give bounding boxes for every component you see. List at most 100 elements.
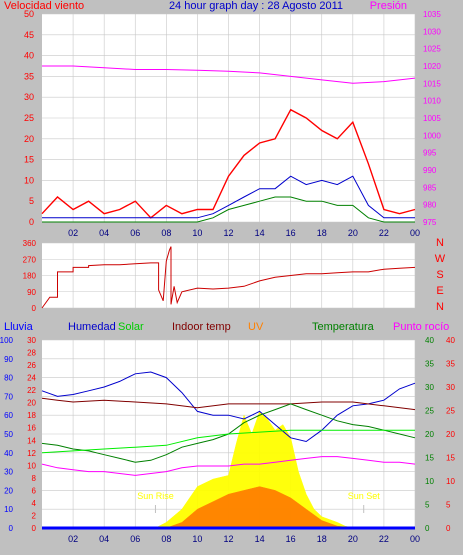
temperature-tick-label: 10 bbox=[425, 477, 434, 486]
solar-legend: Solar bbox=[118, 321, 144, 333]
rain-axis-title: Lluvia bbox=[4, 321, 34, 333]
temperature-tick-label: 40 bbox=[425, 336, 434, 345]
humidity-tick-label: 26 bbox=[27, 361, 36, 370]
x-tick-label: 04 bbox=[99, 228, 109, 238]
pressure-tick-label: 980 bbox=[423, 201, 437, 210]
solar_line-line bbox=[41, 429, 415, 454]
x-tick-label: 22 bbox=[379, 228, 389, 238]
rain-tick-label: 0 bbox=[9, 524, 14, 533]
humidity-tick-label: 8 bbox=[32, 474, 37, 483]
rain-tick-label: 10 bbox=[4, 505, 13, 514]
pressure-tick-label: 990 bbox=[423, 166, 437, 175]
direction-tick-label: 180 bbox=[23, 272, 37, 281]
humidity-axis-title: Humedad bbox=[68, 321, 116, 333]
rain-tick-label: 60 bbox=[4, 411, 13, 420]
x-tick-label: 18 bbox=[317, 534, 327, 544]
direction-tick-label: 90 bbox=[27, 288, 36, 297]
x-tick-label: 12 bbox=[223, 228, 233, 238]
dewpoint-tick-label: 30 bbox=[446, 383, 455, 392]
x-tick-label: 10 bbox=[192, 228, 202, 238]
wind-speed-tick-label: 0 bbox=[29, 217, 34, 227]
dewpoint-tick-label: 40 bbox=[446, 336, 455, 345]
temperature-series bbox=[41, 371, 416, 530]
indoor-legend: Indoor temp bbox=[172, 321, 231, 333]
humidity-tick-label: 0 bbox=[32, 524, 37, 533]
rain-tick-label: 40 bbox=[4, 449, 13, 458]
x-tick-label: 06 bbox=[130, 228, 140, 238]
pressure-tick-label: 1000 bbox=[423, 131, 441, 140]
dewpoint-tick-label: 0 bbox=[446, 524, 451, 533]
temperature-grid bbox=[42, 339, 416, 529]
x-tick-label: 08 bbox=[161, 534, 171, 544]
pressure-tick-label: 985 bbox=[423, 183, 437, 192]
wind-speed-tick-label: 30 bbox=[24, 92, 34, 102]
humidity-tick-label: 16 bbox=[27, 424, 36, 433]
wind-time-ticks: 02 04 06 08 10 12 14 16 18 20 22 00 bbox=[68, 228, 420, 238]
humidity-tick-label: 4 bbox=[32, 499, 37, 508]
pressure-tick-label: 1005 bbox=[423, 114, 441, 123]
pressure-ticks: 975 980 985 990 995 1000 1005 1010 1015 1020 1025 1… bbox=[423, 10, 441, 227]
x-tick-label: 20 bbox=[348, 228, 358, 238]
temperature-time-ticks: 02 04 06 08 10 12 14 16 18 20 22 00 bbox=[68, 534, 420, 544]
pressure-tick-label: 1035 bbox=[423, 10, 441, 19]
wind-line bbox=[41, 108, 416, 219]
temperature-tick-label: 0 bbox=[425, 524, 430, 533]
compass-label: N bbox=[436, 301, 444, 313]
temperature-axis-title: Temperatura bbox=[312, 321, 375, 333]
x-tick-label: 18 bbox=[317, 228, 327, 238]
sun-annotation-label: Sun Set bbox=[348, 491, 381, 501]
sun-annotation-label: Sun Rise bbox=[137, 491, 174, 501]
pressure-tick-label: 1025 bbox=[423, 45, 441, 54]
dewpoint-tick-label: 35 bbox=[446, 360, 455, 369]
pressure-tick-label: 1030 bbox=[423, 27, 441, 36]
wind-speed-tick-label: 5 bbox=[29, 196, 34, 206]
temperature-tick-label: 35 bbox=[425, 360, 434, 369]
x-tick-label: 00 bbox=[410, 228, 420, 238]
chart-title: 24 hour graph day : 28 Agosto 2011 bbox=[169, 0, 343, 12]
x-tick-label: 14 bbox=[255, 228, 265, 238]
wind-speed-tick-label: 45 bbox=[24, 30, 34, 40]
humidity-tick-label: 22 bbox=[27, 386, 36, 395]
x-tick-label: 06 bbox=[130, 534, 140, 544]
pressure-axis-title: Presión bbox=[370, 0, 407, 12]
direction-tick-label: 0 bbox=[32, 304, 37, 313]
wind-speed-tick-label: 35 bbox=[24, 71, 34, 81]
dewpoint-axis-title: Punto rocío bbox=[393, 321, 449, 333]
rain-tick-label: 20 bbox=[4, 486, 13, 495]
x-tick-label: 08 bbox=[161, 228, 171, 238]
wind-speed-tick-label: 15 bbox=[24, 155, 34, 165]
pressure-tick-label: 975 bbox=[423, 218, 437, 227]
rain-tick-label: 50 bbox=[4, 430, 13, 439]
temperature-tick-label: 30 bbox=[425, 383, 434, 392]
x-tick-label: 02 bbox=[68, 228, 78, 238]
x-tick-label: 14 bbox=[255, 534, 265, 544]
dewpoint-ticks: 0 5 10 15 20 25 30 35 40 bbox=[446, 336, 455, 533]
wind-speed-ticks: 0 5 10 15 20 25 30 35 40 45 50 bbox=[24, 9, 34, 227]
temperature-tick-label: 5 bbox=[425, 501, 430, 510]
pressure-tick-label: 995 bbox=[423, 149, 437, 158]
temperature-tick-label: 25 bbox=[425, 407, 434, 416]
wind_low-line bbox=[42, 196, 415, 223]
compass-label: E bbox=[436, 285, 443, 297]
humidity-tick-label: 2 bbox=[32, 511, 37, 520]
humidity-tick-label: 30 bbox=[27, 336, 36, 345]
wind-axis-title: Velocidad viento bbox=[4, 0, 84, 12]
rain-tick-label: 100 bbox=[0, 336, 14, 345]
wind-speed-tick-label: 50 bbox=[24, 9, 34, 19]
rain-tick-label: 70 bbox=[4, 392, 13, 401]
humidity-tick-label: 14 bbox=[27, 436, 36, 445]
x-tick-label: 04 bbox=[99, 534, 109, 544]
humidity-tick-label: 18 bbox=[27, 411, 36, 420]
humidity-tick-label: 20 bbox=[27, 399, 36, 408]
wind-speed-tick-label: 25 bbox=[24, 113, 34, 123]
pressure-tick-label: 1015 bbox=[423, 79, 441, 88]
pressure-tick-label: 1020 bbox=[423, 62, 441, 71]
indoor-line bbox=[41, 397, 416, 411]
dewpoint-tick-label: 15 bbox=[446, 454, 455, 463]
humidity-tick-label: 6 bbox=[32, 486, 37, 495]
wind-series bbox=[41, 65, 416, 223]
wind-speed-tick-label: 20 bbox=[24, 134, 34, 144]
humidity-line bbox=[41, 371, 416, 443]
wind-grid bbox=[42, 13, 416, 223]
